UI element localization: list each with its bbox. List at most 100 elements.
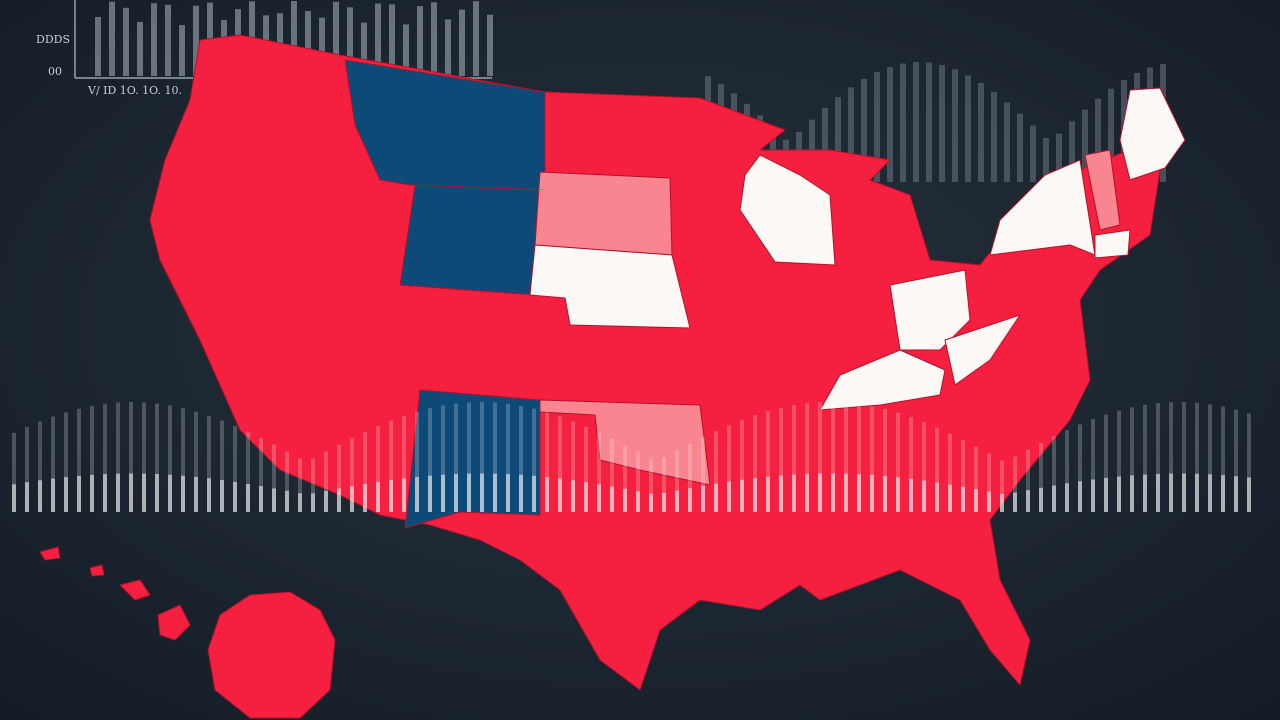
decor-bar [662,492,666,512]
decor-bar [1130,407,1134,512]
island [157,604,191,641]
decor-bar [459,9,465,77]
decor-bar [874,72,880,182]
decor-bar [95,17,101,76]
decor-bar [1039,487,1043,512]
decor-bar [740,419,744,512]
state-blue [399,184,541,296]
decor-bar [1013,492,1017,512]
decor-bar [818,473,822,512]
decor-bar [805,473,809,512]
decor-bar [887,66,893,182]
decor-bar [961,439,965,512]
decor-bar [805,403,809,512]
decor-bar [822,107,828,182]
decor-bar [480,473,484,512]
decor-bar [129,473,133,512]
state-pink [1084,149,1121,231]
decor-bar [246,431,250,512]
decor-bar [285,490,289,512]
decor-bar [487,14,493,76]
decor-bar [1208,404,1212,512]
decor-bar [375,3,381,77]
decor-bar [857,404,861,512]
decor-bar [25,426,29,512]
state-blue [344,59,546,191]
decor-bar [363,431,367,512]
state-white [819,349,946,411]
state-white [889,269,971,351]
decor-bar [532,408,536,512]
decor-bar [753,415,757,512]
decor-bar [714,431,718,512]
decor-bar [233,425,237,512]
decor-bar [272,444,276,512]
decor-bar [974,489,978,512]
decor-bar [545,477,549,512]
decor-bar [350,438,354,512]
decor-bar [1013,456,1017,512]
decor-bar [987,453,991,512]
decor-bar [1143,404,1147,512]
decor-bar [1030,125,1036,182]
decor-bar [151,3,157,76]
decor-bar [1234,476,1238,512]
decor-bar [12,484,16,512]
decor-bar [913,62,919,182]
decor-bar [1017,113,1023,182]
decor-bar [844,402,848,512]
decor-bar [597,432,601,512]
decor-bar [347,7,353,77]
decor-bar [25,482,29,512]
decor-bar [740,479,744,512]
decor-bar [493,473,497,512]
decor-bar [1039,442,1043,512]
decor-bar [727,481,731,512]
decor-bar [116,473,120,512]
island [39,546,61,561]
decor-bar [675,490,679,512]
decor-bar [1130,475,1134,512]
decor-bar [376,481,380,512]
decor-bar [701,485,705,512]
state-pink [539,399,711,486]
decor-bar [597,484,601,512]
decor-bar [64,477,68,512]
decor-bar [1104,414,1108,512]
decor-bar [1026,490,1030,512]
island [119,579,151,601]
decor-bar [848,87,854,182]
decor-bar [324,451,328,512]
decor-bar [831,473,835,512]
decor-bar [861,78,867,182]
decor-bar [207,415,211,512]
decor-bar [90,474,94,512]
decor-bar [1056,133,1062,182]
decor-bar [1078,481,1082,512]
decor-bar [974,446,978,512]
decor-bar [168,474,172,512]
decor-bar [441,474,445,512]
state-pink [534,171,673,256]
decor-bar [1247,477,1251,512]
state-white [529,244,691,329]
decor-bar [610,486,614,512]
decor-bar [844,473,848,512]
decor-bar [109,1,115,76]
decor-bar [194,411,198,512]
decor-bar [558,478,562,512]
decor-bar [337,488,341,512]
decor-bar [38,480,42,512]
decor-bar [193,5,199,76]
decor-bar [909,478,913,512]
decor-bar [1026,449,1030,512]
decor-bar [402,478,406,512]
decor-bar [337,444,341,512]
decor-bar [389,480,393,512]
decor-bar [291,1,297,77]
decor-bar [1169,473,1173,512]
decor-bar [584,482,588,512]
decor-bar [675,450,679,512]
decor-bar [402,415,406,512]
